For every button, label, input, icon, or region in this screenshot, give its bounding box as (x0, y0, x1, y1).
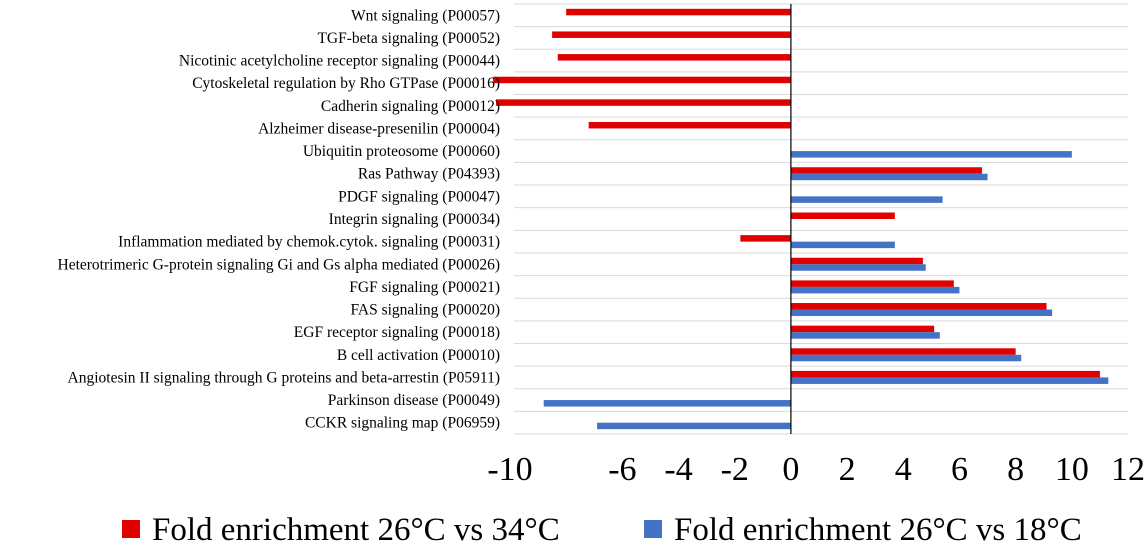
legend-swatch (644, 520, 662, 538)
x-tick-label: 0 (782, 451, 799, 488)
category-label: Inflammation mediated by chemok.cytok. s… (118, 234, 500, 251)
bar-series-18c (790, 151, 1072, 158)
bar-series-18c (790, 354, 1022, 362)
x-tick-label: 2 (839, 451, 856, 488)
category-label: Cytoskeletal regulation by Rho GTPase (P… (192, 75, 500, 92)
bar-series-34c (566, 8, 791, 16)
bar-series-18c (790, 264, 926, 271)
legend-label: Fold enrichment 26°C vs 18°C (674, 512, 1082, 544)
category-label: Heterotrimeric G-protein signaling Gi an… (58, 256, 501, 273)
category-label: TGF-beta signaling (P00052) (317, 30, 500, 47)
bar-series-18c (790, 286, 960, 294)
bar-series-18c (790, 173, 988, 181)
bar-series-34c (790, 167, 982, 174)
legend-label: Fold enrichment 26°C vs 34°C (152, 512, 560, 544)
bar-series-34c (790, 280, 954, 287)
category-label-layer: Wnt signaling (P00057) TGF-beta signaling… (58, 7, 501, 431)
bar-series-18c (790, 332, 940, 339)
bar-series-34c (552, 31, 791, 38)
x-tick-label: 8 (1007, 451, 1024, 488)
category-label: Cadherin signaling (P00012) (321, 98, 500, 115)
bar-series-34c (495, 99, 791, 106)
bar-series-34c (740, 235, 791, 242)
bar-series-18c (543, 400, 791, 407)
category-label: EGF receptor signaling (P00018) (294, 324, 500, 341)
legend-swatch (122, 520, 140, 538)
x-tick-label: 10 (1055, 451, 1089, 488)
category-label: Wnt signaling (P00057) (351, 7, 500, 24)
legend: Fold enrichment 26°C vs 34°C Fold enrichm… (122, 512, 1082, 544)
bar-series-34c (790, 257, 923, 265)
tick-label-layer: -10 -6 -4 -2 0 2 4 6 8 10 12 (487, 451, 1144, 488)
x-tick-label: 12 (1111, 451, 1144, 488)
bar-series-18c (790, 196, 943, 203)
bar-series-18c (597, 422, 791, 430)
x-tick-label: -2 (721, 451, 749, 488)
category-label: FGF signaling (P00021) (349, 279, 500, 296)
bar-series-34c (557, 54, 791, 61)
category-label: Parkinson disease (P00049) (328, 392, 500, 409)
category-label: Alzheimer disease-presenilin (P00004) (258, 120, 500, 137)
x-tick-label: 6 (951, 451, 968, 488)
bar-series-18c (790, 241, 895, 249)
bar-series-34c (790, 325, 935, 333)
bar-series-34c (790, 348, 1016, 355)
bar-series-18c (790, 309, 1053, 317)
category-label: PDGF signaling (P00047) (338, 188, 500, 205)
category-label: Ubiquitin proteosome (P00060) (303, 143, 500, 160)
x-tick-label: 4 (895, 451, 912, 488)
grid-layer (514, 3, 1128, 435)
bar-series-34c (588, 121, 791, 129)
category-label: CCKR signaling map (P06959) (305, 415, 500, 432)
bar-layer (493, 8, 1109, 430)
x-tick-label: -6 (608, 451, 636, 488)
bar-series-34c (790, 212, 895, 219)
bar-series-34c (790, 303, 1047, 310)
category-label: Nicotinic acetylcholine receptor signali… (179, 53, 500, 70)
category-label: Integrin signaling (P00034) (329, 211, 500, 228)
x-tick-label: -4 (664, 451, 692, 488)
bar-series-34c (790, 370, 1100, 378)
category-label: B cell activation (P00010) (337, 347, 500, 364)
x-tick-label: -10 (487, 451, 532, 488)
bar-series-18c (790, 377, 1109, 384)
category-label: Ras Pathway (P04393) (358, 166, 500, 183)
category-label: Angiotesin II signaling through G protei… (68, 369, 500, 386)
category-label: FAS signaling (P00020) (350, 302, 500, 319)
bar-series-34c (493, 76, 791, 84)
